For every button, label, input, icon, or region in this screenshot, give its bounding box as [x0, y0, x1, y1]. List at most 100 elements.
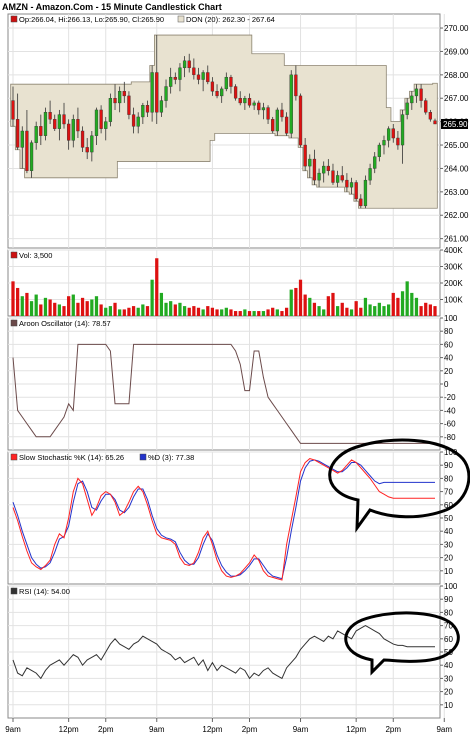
volume-bar: [76, 302, 80, 316]
y-tick-label: 264.00: [444, 164, 469, 173]
volume-bar: [206, 306, 210, 316]
volume-bar: [424, 302, 428, 316]
volume-bar: [303, 294, 307, 316]
candle-body: [131, 114, 136, 127]
candle-body: [192, 67, 196, 76]
y-tick-label: 10: [444, 567, 453, 576]
y-tick-label: 267.00: [444, 94, 469, 103]
legend-donchian: DON (20): 262.30 - 267.64: [186, 15, 275, 24]
candle-body: [48, 112, 52, 120]
x-tick-label: 9am: [5, 725, 21, 734]
volume-bar: [271, 307, 275, 316]
candle-body: [187, 60, 191, 69]
volume-bar: [433, 306, 437, 316]
candle-body: [335, 175, 340, 183]
volume-bar: [400, 291, 405, 316]
y-tick-label: 60: [444, 340, 453, 349]
volume-bar: [67, 296, 71, 316]
volume-bar: [298, 279, 303, 316]
volume-bar: [354, 301, 358, 316]
candle-body: [312, 158, 317, 181]
candle-body: [252, 102, 256, 106]
legend-swatch-rsi: [10, 587, 18, 595]
candle-body: [433, 120, 437, 125]
candle-body: [141, 105, 145, 118]
volume-bar: [247, 311, 252, 316]
volume-bar: [215, 309, 219, 316]
volume-bar: [127, 307, 131, 316]
candle-body: [62, 114, 66, 125]
volume-bar: [173, 304, 177, 316]
candle-body: [108, 98, 113, 122]
candle-body: [76, 119, 80, 132]
y-tick-label: 263.00: [444, 188, 469, 197]
y-tick-label: 90: [444, 595, 453, 604]
y-tick-label: 50: [444, 514, 453, 523]
candle-body: [150, 72, 154, 113]
volume-bar: [136, 307, 140, 316]
x-tick-label: 12pm: [59, 725, 79, 734]
candle-body: [67, 123, 71, 141]
candle-body: [34, 126, 38, 143]
candle-body: [317, 172, 321, 181]
stochastic-callout-bubble: [328, 438, 470, 533]
x-tick-label: 12pm: [202, 725, 222, 734]
candle-body: [354, 182, 358, 200]
candle-body: [94, 109, 99, 136]
candle-body: [159, 100, 164, 113]
x-tick-label: 2pm: [385, 725, 401, 734]
stoch-k-line: [12, 458, 435, 581]
candle-body: [373, 156, 377, 169]
y-tick-label: 60: [444, 635, 453, 644]
candle-body: [136, 116, 140, 127]
volume-bar: [90, 299, 94, 316]
y-tick-label: 20: [444, 554, 453, 563]
volume-bar: [85, 301, 89, 316]
volume-bar: [34, 294, 38, 316]
candle-body: [53, 119, 57, 129]
volume-bar: [57, 304, 61, 316]
y-tick-label: 40: [444, 527, 453, 536]
candle-body: [377, 144, 381, 157]
volume-bar: [377, 302, 381, 316]
candle-body: [428, 112, 433, 120]
volume-bar: [396, 297, 400, 316]
volume-bar: [48, 299, 52, 316]
volume-bar: [326, 296, 330, 316]
volume-bar: [373, 306, 377, 316]
volume-bar: [62, 306, 66, 316]
candle-body: [233, 86, 238, 99]
candle-body: [57, 114, 62, 129]
y-tick-label: 80: [444, 608, 453, 617]
legend-volume: Vol: 3,500: [19, 251, 52, 260]
y-tick-label: 40: [444, 354, 453, 363]
volume-bar: [233, 311, 238, 316]
volume-bar: [419, 306, 423, 316]
y-tick-label: -80: [444, 433, 456, 442]
volume-bar: [113, 302, 117, 316]
y-tick-label: 100: [444, 314, 458, 323]
volume-bar: [229, 309, 233, 316]
candle-body: [261, 107, 266, 111]
volume-bar: [43, 297, 48, 316]
volume-bar: [108, 306, 113, 316]
volume-bar: [164, 302, 168, 316]
volume-bar: [155, 258, 159, 316]
y-tick-label: 60: [444, 501, 453, 510]
volume-bar: [94, 296, 99, 316]
volume-bar: [405, 281, 409, 316]
y-tick-label: 270.00: [444, 24, 469, 33]
volume-bar: [178, 302, 182, 316]
volume-bar: [99, 304, 103, 316]
legend-swatch-k: [10, 453, 18, 461]
volume-bar: [182, 306, 187, 316]
last-price-label: 265.90: [443, 120, 468, 129]
candle-body: [99, 109, 103, 129]
chart-title: AMZN - Amazon.Com - 15 Minute Candlestic…: [2, 2, 222, 12]
volume-bar: [131, 306, 136, 316]
y-tick-label: -20: [444, 393, 456, 402]
candle-body: [247, 98, 252, 106]
candle-body: [410, 95, 414, 104]
